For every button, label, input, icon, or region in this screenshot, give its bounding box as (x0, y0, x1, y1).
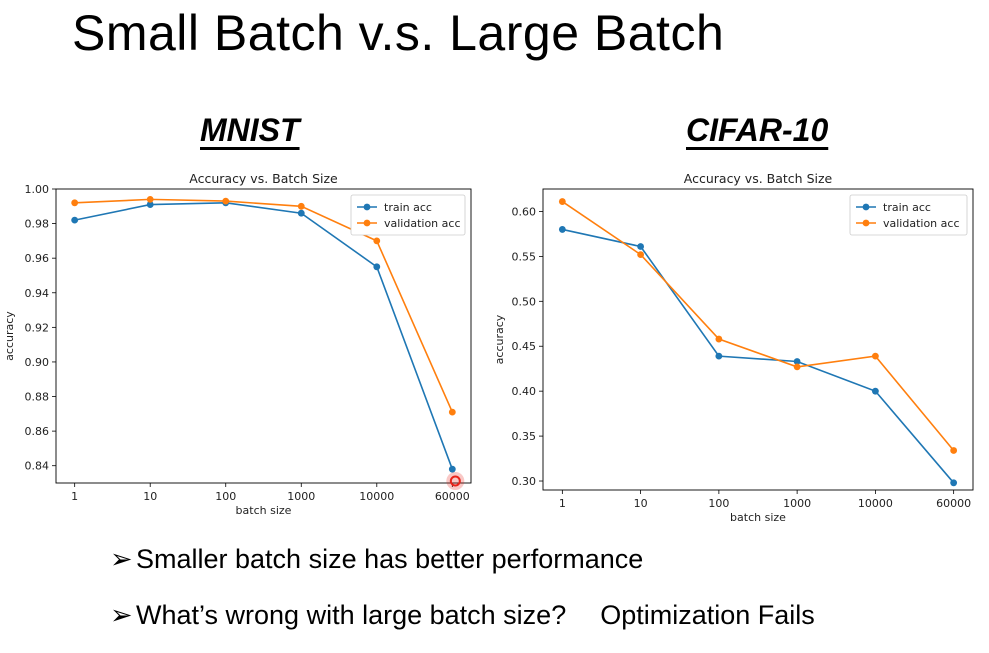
data-point (297, 209, 305, 217)
bullet-item: ➢ What’s wrong with large batch size? Opti… (110, 600, 815, 631)
legend-marker (363, 203, 371, 211)
y-tick-label: 0.40 (512, 385, 537, 398)
data-point (297, 202, 305, 210)
legend-box (350, 194, 466, 236)
data-point (146, 195, 154, 203)
bullet-text: Smaller batch size has better performanc… (136, 544, 644, 574)
highlight-glow (446, 472, 465, 490)
x-tick-label: 10 (143, 490, 157, 503)
data-point (637, 243, 645, 250)
legend-marker (862, 203, 870, 211)
slide-title: Small Batch v.s. Large Batch (72, 5, 725, 61)
legend-box (849, 194, 968, 236)
y-axis-label: accuracy (3, 311, 16, 361)
data-point (558, 198, 566, 205)
y-tick-label: 0.96 (25, 252, 50, 265)
data-point (715, 352, 723, 360)
bullet-extra-text: Optimization Fails (600, 600, 815, 630)
data-point (715, 335, 723, 343)
arrow-bullet-icon: ➢ (110, 544, 133, 574)
x-tick-label: 10000 (858, 497, 893, 510)
y-tick-label: 0.94 (25, 287, 50, 300)
legend-label: train acc (384, 201, 432, 214)
y-tick-label: 0.30 (512, 475, 537, 488)
data-point (448, 465, 456, 473)
data-point (871, 387, 879, 395)
legend-marker (862, 219, 870, 227)
x-tick-label: 100 (708, 497, 729, 510)
x-tick-label: 60000 (936, 497, 971, 510)
x-tick-label: 100 (215, 490, 236, 503)
y-tick-label: 0.50 (512, 295, 537, 308)
data-point (871, 352, 879, 360)
data-point (222, 197, 230, 205)
data-point (950, 479, 958, 487)
y-tick-label: 0.45 (512, 340, 537, 353)
data-point (373, 263, 381, 271)
data-point (373, 237, 381, 245)
x-tick-label: 1 (71, 490, 78, 503)
y-tick-label: 0.92 (25, 321, 50, 334)
series-line (74, 198, 454, 413)
data-point (558, 226, 566, 233)
bullet-text: What’s wrong with large batch size? (136, 600, 567, 630)
mnist-chart: Accuracy vs. Batch Size 0.84 0.86 0.88 0.90 0… (3, 171, 472, 517)
cifar-heading: CIFAR-10 (686, 112, 829, 148)
x-axis-label: batch size (730, 511, 786, 524)
y-tick-label: 0.60 (512, 205, 537, 218)
y-tick-label: 0.35 (512, 430, 537, 443)
x-axis-label: batch size (236, 504, 292, 517)
series-line (561, 200, 955, 451)
data-point (950, 447, 958, 454)
y-tick-label: 0.84 (25, 460, 50, 473)
plot-frame (55, 188, 472, 484)
y-axis-label: accuracy (493, 314, 506, 364)
y-tick-label: 0.88 (25, 391, 50, 404)
legend-label: validation acc (384, 217, 461, 230)
data-point (793, 363, 801, 371)
legend-label: validation acc (883, 217, 960, 230)
data-point (146, 201, 154, 208)
x-tick-label: 60000 (435, 490, 470, 503)
data-point (637, 251, 645, 258)
y-tick-label: 0.98 (25, 218, 50, 231)
series-line (562, 228, 955, 484)
data-point (448, 408, 456, 416)
legend-label: train acc (883, 201, 931, 214)
y-tick-label: 0.86 (25, 425, 50, 438)
chart-title: Accuracy vs. Batch Size (189, 171, 338, 186)
arrow-bullet-icon: ➢ (110, 600, 133, 630)
y-tick-label: 1.00 (25, 183, 50, 196)
data-point (793, 358, 801, 365)
legend-marker (363, 219, 371, 227)
highlight-marker (449, 475, 461, 487)
cifar-chart: Accuracy vs. Batch Size 0.30 0.35 0.40 0.45 0… (493, 171, 974, 524)
plot-frame (542, 188, 974, 491)
data-point (71, 199, 79, 207)
x-tick-label: 1000 (783, 497, 811, 510)
bullet-item: ➢ Smaller batch size has better performan… (110, 544, 643, 575)
data-point (71, 216, 79, 224)
x-tick-label: 10000 (359, 490, 394, 503)
series-line (74, 202, 454, 470)
x-tick-label: 1 (559, 497, 566, 510)
mnist-heading: MNIST (200, 112, 300, 148)
x-tick-label: 10 (634, 497, 648, 510)
chart-title: Accuracy vs. Batch Size (684, 171, 833, 186)
y-tick-label: 0.90 (25, 356, 50, 369)
y-tick-label: 0.55 (512, 250, 537, 263)
x-tick-label: 1000 (287, 490, 315, 503)
